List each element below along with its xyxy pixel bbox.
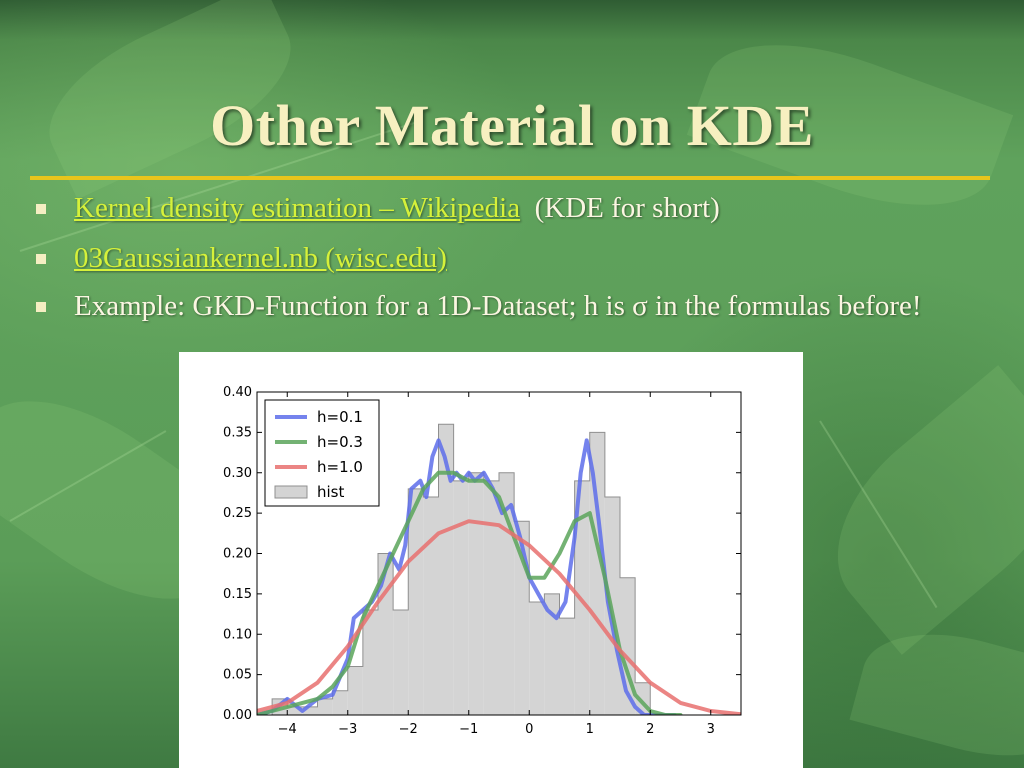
y-tick-label: 0.20 — [223, 547, 252, 562]
legend-label: h=1.0 — [317, 458, 363, 476]
y-tick-label: 0.35 — [223, 425, 252, 440]
example-text: Example: GKD-Function for a 1D-Dataset; … — [74, 290, 922, 322]
x-tick-label: −4 — [278, 722, 297, 737]
x-tick-label: 0 — [525, 722, 533, 737]
histogram-bar — [559, 618, 575, 715]
y-tick-label: 0.10 — [223, 627, 252, 642]
histogram-bar — [362, 610, 378, 715]
x-tick-label: −3 — [338, 722, 357, 737]
y-tick-label: 0.15 — [223, 587, 252, 602]
legend-label: hist — [317, 483, 344, 501]
histogram-bar — [529, 601, 545, 715]
bullet-marker — [36, 254, 46, 264]
histogram-bar — [483, 480, 499, 715]
series-line-h=0.1 — [257, 438, 677, 715]
y-tick-label: 0.40 — [223, 385, 252, 400]
histogram-bar — [438, 424, 454, 715]
y-tick-label: 0.05 — [223, 668, 252, 683]
x-tick-label: 1 — [586, 722, 594, 737]
y-tick-label: 0.25 — [223, 506, 252, 521]
series-line-h=1.0 — [257, 519, 741, 715]
histogram-bar — [302, 706, 318, 715]
kde-chart: −4 −3 −2 −1 0 1 2 3 0.00 0.05 0.10 0.15 0.20 0.25 0.30… — [223, 385, 742, 737]
legend-swatch-hist — [274, 485, 308, 499]
background-leaf — [798, 365, 1024, 655]
wikipedia-link[interactable]: Kernel density estimation – Wikipedia — [74, 192, 521, 224]
gaussian-kernel-link[interactable]: 03Gaussiankernel.nb (wisc.edu) — [74, 242, 447, 274]
background-leaf — [849, 613, 1024, 768]
title-underline — [30, 176, 990, 180]
legend-label: h=0.1 — [317, 408, 363, 426]
histogram-bar — [423, 496, 439, 715]
y-tick-label: 0.30 — [223, 466, 252, 481]
x-tick-label: −1 — [459, 722, 478, 737]
kde-figure: −4 −3 −2 −1 0 1 2 3 0.00 0.05 0.10 0.15 0.20 0.25 0.30… — [179, 352, 803, 768]
histogram-bar — [453, 480, 469, 715]
x-tick-label: 2 — [646, 722, 654, 737]
histogram-bar — [544, 593, 560, 715]
histogram-bar — [589, 432, 605, 715]
legend-label: h=0.3 — [317, 433, 363, 451]
histogram-bar — [317, 698, 333, 715]
x-tick-label: 3 — [707, 722, 715, 737]
histogram-bar — [287, 706, 303, 715]
bullet-marker — [36, 302, 46, 312]
series-line-h=0.3 — [257, 470, 683, 715]
slide-title: Other Material on KDE — [210, 93, 814, 158]
histogram-bar — [468, 472, 484, 715]
y-tick-label: 0.00 — [223, 708, 252, 723]
bullet-suffix: (KDE for short) — [520, 192, 720, 224]
histogram-bar — [393, 610, 409, 715]
x-tick-label: −2 — [399, 722, 418, 737]
histogram-bar — [408, 488, 424, 715]
bullet-marker — [36, 204, 46, 214]
histogram-bar — [332, 690, 348, 715]
histogram-bar — [347, 666, 363, 715]
